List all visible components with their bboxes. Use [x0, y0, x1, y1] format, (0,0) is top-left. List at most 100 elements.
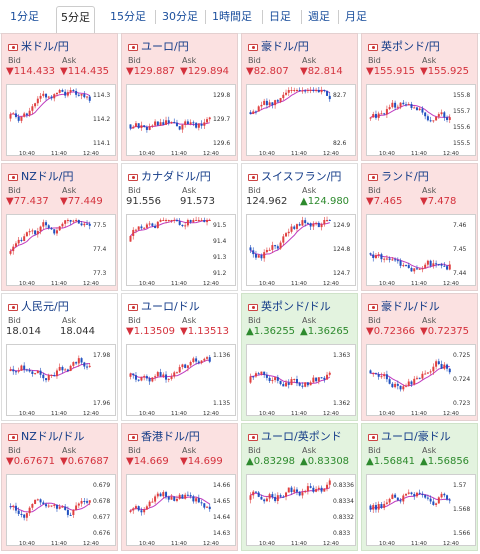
mini-chart[interactable]: 1.363 1.362 10:40 11:40 12:40 [246, 344, 356, 417]
pair-name[interactable]: ユーロ/英ポンド [261, 430, 342, 443]
mini-chart[interactable]: 7.46 7.45 7.44 10:40 11:40 12:40 [366, 214, 476, 287]
pair-name[interactable]: カナダドル/円 [141, 170, 211, 183]
rate-cell[interactable]: 英ポンド/ドル Bid Ask ▲1.36255 ▲1.36265 1.363 1… [241, 293, 358, 421]
pair-name[interactable]: 豪ドル/円 [261, 40, 309, 53]
mini-chart[interactable]: 155.8 155.7 155.6 155.5 10:40 11:40 12:40 [366, 84, 476, 157]
tab-0[interactable]: 1分足 [10, 10, 39, 23]
pair-title[interactable]: NZドル/円 [8, 168, 73, 184]
mini-chart[interactable]: 0.725 0.724 0.723 10:40 11:40 12:40 [366, 344, 476, 417]
mini-chart[interactable]: 1.57 1.568 1.566 10:40 11:40 12:40 [366, 474, 476, 547]
mini-chart[interactable]: 124.9 124.8 124.7 10:40 11:40 12:40 [246, 214, 356, 287]
rate-cell[interactable]: 香港ドル/円 Bid Ask ▼14.669 ▼14.699 14.66 14.6… [121, 423, 238, 551]
rate-cell[interactable]: 米ドル/円 Bid Ask ▼114.433 ▼114.435 114.3 114… [1, 33, 118, 161]
pair-name[interactable]: 香港ドル/円 [141, 430, 200, 443]
pair-name[interactable]: ユーロ/ドル [141, 300, 200, 313]
pair-title[interactable]: 米ドル/円 [8, 38, 69, 54]
pair-name[interactable]: 人民元/円 [21, 300, 69, 313]
candle-body [315, 489, 318, 492]
candle-body [39, 226, 42, 232]
pair-name[interactable]: 豪ドル/ドル [381, 300, 440, 313]
pair-name[interactable]: 英ポンド/円 [381, 40, 440, 53]
candle-body [282, 384, 285, 387]
pair-title[interactable]: カナダドル/円 [128, 168, 211, 184]
mini-chart[interactable]: 14.66 14.65 14.64 14.63 10:40 11:40 12:40 [126, 474, 236, 547]
mini-chart[interactable]: 77.5 77.4 77.3 10:40 11:40 12:40 [6, 214, 116, 287]
pair-title[interactable]: NZドル/ドル [8, 428, 84, 444]
candle-body [203, 220, 206, 223]
x-tick-label: 12:40 [83, 281, 99, 287]
y-tick-label: 0.8332 [333, 514, 354, 521]
pair-title[interactable]: 豪ドル/円 [248, 38, 309, 54]
pair-name[interactable]: NZドル/円 [21, 170, 74, 183]
rate-cell[interactable]: 英ポンド/円 Bid Ask ▼155.915 ▼155.925 155.8 15… [361, 33, 478, 161]
tab-4[interactable]: 1時間足 [212, 10, 252, 23]
candle-body [200, 220, 203, 221]
tab-6[interactable]: 週足 [308, 10, 330, 23]
rate-cell[interactable]: カナダドル/円 Bid Ask 91.556 91.573 91.5 91.4 91… [121, 163, 238, 291]
candle-body [129, 124, 132, 129]
pair-title[interactable]: 香港ドル/円 [128, 428, 200, 444]
pair-title[interactable]: 人民元/円 [8, 298, 69, 314]
pair-name[interactable]: NZドル/ドル [21, 430, 85, 443]
pair-title[interactable]: ユーロ/英ポンド [248, 428, 342, 444]
candle-body [12, 369, 15, 372]
rate-cell[interactable]: ユーロ/豪ドル Bid Ask ▲1.56841 ▲1.56856 1.57 1.… [361, 423, 478, 551]
rate-cell[interactable]: ユーロ/ドル Bid Ask ▼1.13509 ▼1.13513 1.136 1.… [121, 293, 238, 421]
pair-name[interactable]: ユーロ/円 [141, 40, 189, 53]
tab-2[interactable]: 15分足 [110, 10, 146, 23]
tab-3[interactable]: 30分足 [162, 10, 198, 23]
x-tick-label: 11:40 [171, 151, 187, 157]
rate-cell[interactable]: NZドル/円 Bid Ask ▼77.437 ▼77.449 77.5 77.4 7… [1, 163, 118, 291]
rate-cell[interactable]: 豪ドル/円 Bid Ask ▼82.807 ▼82.814 82.7 82.6 10… [241, 33, 358, 161]
rate-cell[interactable]: ユーロ/円 Bid Ask ▼129.887 ▼129.894 129.8 129… [121, 33, 238, 161]
pair-title[interactable]: 豪ドル/ドル [368, 298, 440, 314]
rate-cell[interactable]: ユーロ/英ポンド Bid Ask ▲0.83298 ▲0.83308 0.833… [241, 423, 358, 551]
y-tick-label: 82.6 [333, 140, 347, 147]
mini-chart[interactable]: 114.3 114.2 114.1 10:40 11:40 12:40 [6, 84, 116, 157]
pair-name[interactable]: スイスフラン/円 [261, 170, 342, 183]
candle-body [268, 249, 271, 251]
candle-body [154, 121, 157, 126]
rate-cell[interactable]: スイスフラン/円 Bid Ask 124.962 ▲124.980 124.9 1… [241, 163, 358, 291]
rate-cell[interactable]: NZドル/ドル Bid Ask ▼0.67671 ▼0.67687 0.679 0… [1, 423, 118, 551]
candle-body [208, 506, 211, 510]
candle-body [388, 107, 391, 110]
mini-chart[interactable]: 0.8336 0.8334 0.8332 0.833 10:40 11:40 12:40 [246, 474, 356, 547]
pair-name[interactable]: ランド/円 [381, 170, 429, 183]
candle-body [69, 365, 72, 372]
tab-5[interactable]: 日足 [269, 10, 291, 23]
pair-title[interactable]: スイスフラン/円 [248, 168, 341, 184]
bid-label: Bid [368, 56, 381, 65]
mini-chart[interactable]: 91.5 91.4 91.3 91.2 10:40 11:40 12:40 [126, 214, 236, 287]
pair-name[interactable]: 米ドル/円 [21, 40, 69, 53]
pair-title[interactable]: ユーロ/ドル [128, 298, 200, 314]
candle-body [206, 220, 209, 223]
candle-body [170, 496, 173, 500]
pair-name[interactable]: 英ポンド/ドル [261, 300, 331, 313]
rate-cell[interactable]: ランド/円 Bid Ask ▼7.465 ▼7.478 7.46 7.45 7.44… [361, 163, 478, 291]
rate-cell[interactable]: 人民元/円 Bid Ask 18.014 18.044 17.98 17.96 10… [1, 293, 118, 421]
candle-body [424, 264, 427, 269]
candle-body [396, 497, 399, 501]
tab-separator [338, 10, 339, 24]
mini-chart[interactable]: 82.7 82.6 10:40 11:40 12:40 [246, 84, 356, 157]
tab-7[interactable]: 月足 [345, 10, 367, 23]
candle-body [377, 254, 380, 256]
candle-body [396, 383, 399, 386]
pair-title[interactable]: 英ポンド/円 [368, 38, 440, 54]
pair-title[interactable]: ランド/円 [368, 168, 429, 184]
pair-title[interactable]: ユーロ/豪ドル [368, 428, 451, 444]
mini-chart[interactable]: 0.679 0.678 0.677 0.676 10:40 11:40 12:40 [6, 474, 116, 547]
candle-body [271, 380, 274, 382]
mini-chart[interactable]: 17.98 17.96 10:40 11:40 12:40 [6, 344, 116, 417]
pair-name[interactable]: ユーロ/豪ドル [381, 430, 451, 443]
rate-cell[interactable]: 豪ドル/ドル Bid Ask ▼0.72366 ▼0.72375 0.725 0.… [361, 293, 478, 421]
mini-chart[interactable]: 1.136 1.135 10:40 11:40 12:40 [126, 344, 236, 417]
candle-body [265, 100, 268, 106]
pair-title[interactable]: ユーロ/円 [128, 38, 189, 54]
tab-1[interactable]: 5分足 [56, 6, 95, 34]
candle-body [50, 228, 53, 230]
pair-title[interactable]: 英ポンド/ドル [248, 298, 331, 314]
y-tick-label: 114.3 [93, 92, 110, 99]
mini-chart[interactable]: 129.8 129.7 129.6 10:40 11:40 12:40 [126, 84, 236, 157]
